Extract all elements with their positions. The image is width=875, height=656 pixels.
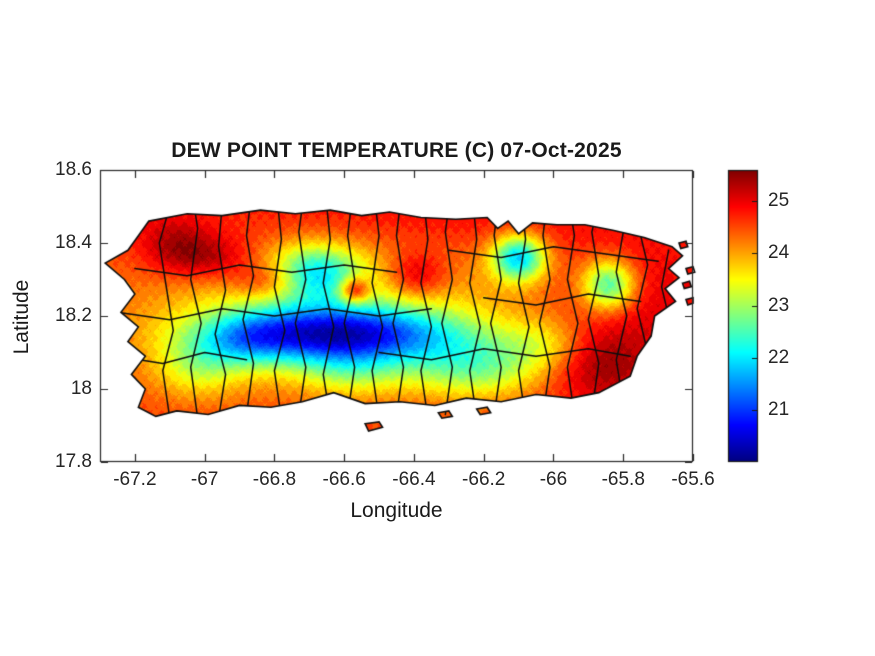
colorbar-tick-label: 25: [768, 190, 790, 212]
x-tick-label: -66.6: [322, 469, 366, 490]
x-tick-label: -67.2: [113, 469, 157, 490]
y-tick-label: 17.8: [55, 451, 92, 472]
x-tick-label: -65.6: [671, 469, 715, 490]
x-tick-label: -66: [539, 469, 568, 490]
y-tick-label: 18.2: [55, 305, 92, 326]
y-axis-label: Latitude: [10, 279, 33, 355]
x-tick-label: -66.2: [462, 469, 506, 490]
x-axis-label: Longitude: [350, 499, 443, 522]
x-tick-label: -66.8: [252, 469, 297, 490]
y-tick-label: 18.6: [55, 159, 92, 180]
colorbar-tick-label: 23: [768, 294, 790, 316]
x-tick-label: -66.4: [392, 469, 436, 490]
chart-title: DEW POINT TEMPERATURE (C) 07-Oct-2025: [171, 139, 622, 162]
x-tick-label: -67: [190, 469, 219, 490]
y-tick-label: 18.4: [55, 232, 92, 253]
colorbar-tick-label: 22: [768, 346, 790, 368]
x-tick-label: -65.8: [601, 469, 645, 490]
colorbar-tick-label: 21: [768, 398, 790, 420]
colorbar-tick-label: 24: [768, 242, 790, 264]
y-tick-label: 18: [70, 378, 92, 399]
